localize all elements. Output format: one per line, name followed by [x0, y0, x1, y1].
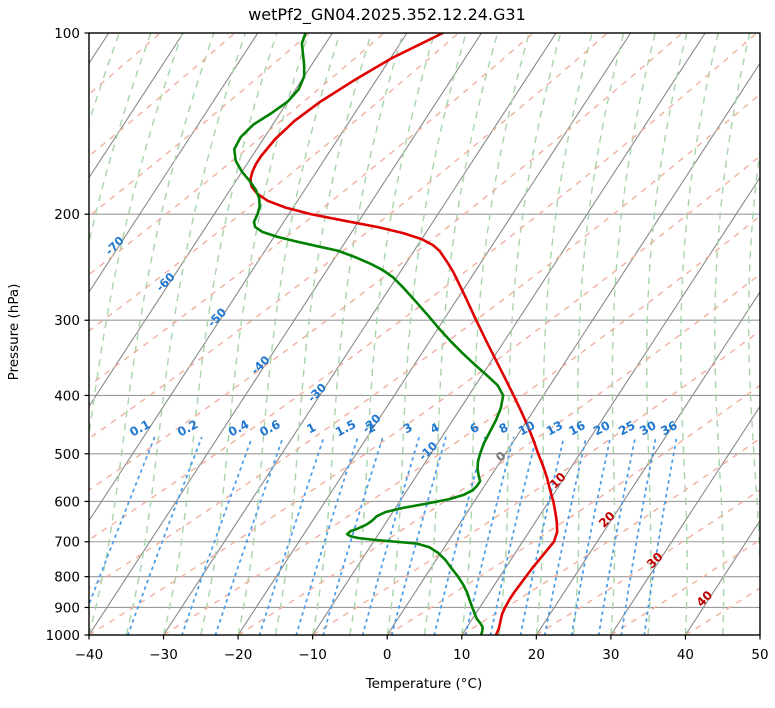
chart-title: wetPf2_GN04.2025.352.12.24.G31 [248, 5, 526, 25]
moist-adiabat-line [200, 33, 310, 635]
x-axis-label: Temperature (°C) [365, 676, 483, 692]
mixing-ratio-label: 20 [591, 418, 612, 438]
x-tick-label: 20 [528, 647, 545, 663]
moist-adiabat-line [274, 33, 373, 635]
mixing-ratio-line [519, 436, 565, 635]
x-tick-label: 30 [602, 647, 619, 663]
y-tick-label: 400 [54, 388, 80, 404]
y-tick-label: 900 [54, 600, 80, 616]
isotherm-line [461, 176, 760, 635]
mixing-ratio-label: 16 [566, 418, 587, 438]
mixing-ratio-line [597, 436, 637, 635]
x-tick-label: 10 [453, 647, 470, 663]
moist-adiabat-line [89, 33, 215, 635]
isotherm-line [684, 519, 760, 635]
isotherm-line [89, 33, 408, 522]
mixing-ratio-line [258, 436, 325, 635]
profile-dewpoint-line [232, 33, 505, 635]
moist-adiabat-line [125, 33, 247, 635]
moist-adiabat-line [714, 33, 751, 635]
moist-adiabat-line [311, 33, 404, 635]
x-tick-label: 40 [677, 647, 694, 663]
isotherm-line [237, 33, 632, 635]
x-tick-label: −10 [298, 647, 327, 663]
data-layer [232, 33, 559, 635]
moist-adiabat-line [89, 33, 152, 245]
moist-adiabat-line [572, 33, 625, 635]
isotherm-line [163, 33, 557, 635]
mixing-ratio-line [322, 436, 384, 635]
clipped-grid [89, 33, 760, 635]
y-tick-label: 700 [54, 535, 80, 551]
y-tick-label: 600 [54, 494, 80, 510]
moist-adiabat-line [237, 33, 341, 635]
x-tick-label: −40 [75, 647, 104, 663]
isotherm-line [535, 290, 760, 635]
moist-adiabat-line [498, 33, 562, 635]
isotherm-line [312, 33, 706, 635]
mixing-ratio-line [214, 436, 284, 635]
mixing-ratio-line [390, 436, 447, 635]
mixing-ratio-line [543, 436, 587, 635]
mixing-ratio-label: 36 [658, 418, 679, 438]
y-tick-label: 200 [54, 207, 80, 223]
isotherm-line [610, 405, 760, 635]
grid-layer [89, 33, 760, 635]
isotherm-line [89, 33, 482, 635]
moist-adiabat-line [349, 33, 436, 635]
mixing-ratio-line [570, 436, 612, 635]
mixing-ratio-line [620, 436, 657, 635]
moist-adiabat-line [747, 146, 760, 635]
y-tick-label: 800 [54, 570, 80, 586]
isotherm-line [386, 62, 760, 635]
moist-adiabat-line [89, 33, 184, 440]
mixing-ratio-line [295, 436, 359, 635]
isotherm-line [89, 33, 333, 408]
mixing-ratio-line [361, 436, 420, 635]
moist-adiabat-line [645, 33, 688, 635]
moist-adiabat-line [461, 33, 530, 635]
mixing-ratio-line [89, 436, 156, 607]
profile-temperature-line [249, 33, 559, 635]
y-tick-label: 300 [54, 313, 80, 329]
moist-adiabat-line [610, 33, 656, 635]
y-tick-label: 500 [54, 447, 80, 463]
mixing-ratio-label: 13 [544, 418, 565, 438]
moist-adiabat-line [386, 33, 467, 635]
plot-background [89, 33, 760, 635]
x-tick-label: −20 [224, 647, 253, 663]
mixing-ratio-label: 25 [616, 418, 637, 438]
x-tick-label: 50 [751, 647, 768, 663]
y-axis-label: Pressure (hPa) [6, 284, 22, 381]
mixing-ratio-line [643, 436, 678, 635]
axes-layer: −40 −30 −20 −10 0 10 20 30 40 50 100 200 300 400 500 60… [46, 26, 769, 663]
mixing-ratio-line [126, 436, 203, 635]
moist-adiabat-line [680, 33, 719, 635]
mixing-ratio-label: 10 [516, 418, 537, 438]
plot-border [88, 32, 761, 636]
isotherm-line [89, 33, 259, 293]
y-tick-label: 100 [54, 26, 80, 42]
mixing-ratio-label: 30 [637, 418, 658, 438]
moist-adiabat-line [162, 33, 278, 635]
x-tick-label: 0 [383, 647, 392, 663]
clipped-data [232, 33, 559, 635]
moist-adiabat-line [535, 33, 593, 635]
mixing-ratio-line [464, 436, 515, 635]
x-tick-label: −30 [149, 647, 178, 663]
mixing-ratio-line [181, 436, 253, 635]
mixing-ratio-line [489, 436, 538, 635]
y-tick-label: 1000 [46, 628, 80, 644]
